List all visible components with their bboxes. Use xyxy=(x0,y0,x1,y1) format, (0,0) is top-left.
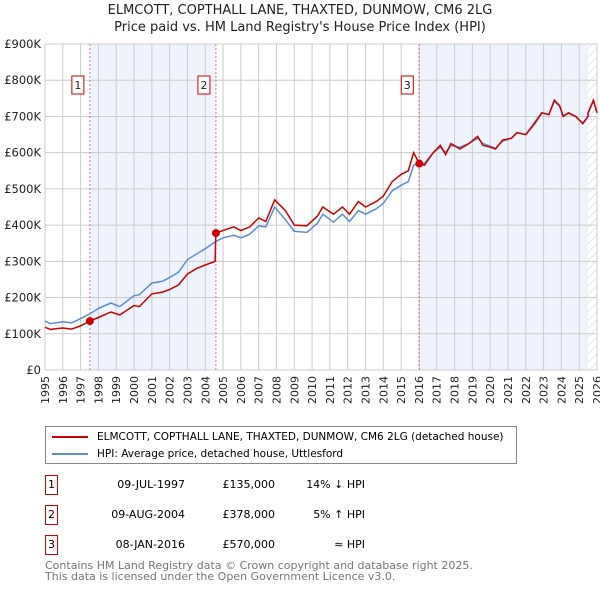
x-tick-label: 2025 xyxy=(573,376,586,404)
x-tick-label: 1999 xyxy=(110,376,123,404)
hpi-comparison: 14% ↓ HPI xyxy=(306,478,365,491)
sale-date: 09-JUL-1997 xyxy=(117,478,185,491)
legend-label: ELMCOTT, COPTHALL LANE, THAXTED, DUNMOW,… xyxy=(97,431,504,443)
hpi-comparison: 5% ↑ HPI xyxy=(313,508,365,521)
sale-marker-label: 3 xyxy=(404,79,411,92)
sale-point xyxy=(211,229,220,238)
x-tick-label: 2026 xyxy=(591,376,600,404)
x-tick-label: 1996 xyxy=(57,376,70,404)
legend-label: HPI: Average price, detached house, Uttl… xyxy=(97,448,344,460)
x-tick-label: 2017 xyxy=(431,376,444,404)
sale-date: 08-JAN-2016 xyxy=(115,538,185,551)
footer-copyright: Contains HM Land Registry data © Crown c… xyxy=(45,559,473,572)
y-tick-label: £200K xyxy=(4,291,41,305)
transaction-row: 2 09-AUG-2004 £378,000 5% ↑ HPI xyxy=(45,505,445,525)
blue-line-swatch xyxy=(52,453,88,455)
transaction-row: 3 08-JAN-2016 £570,000 ≈ HPI xyxy=(45,535,445,555)
chart-title: ELMCOTT, COPTHALL LANE, THAXTED, DUNMOW,… xyxy=(107,3,493,18)
sale-price: £570,000 xyxy=(222,538,276,551)
transaction-row: 1 09-JUL-1997 £135,000 14% ↓ HPI xyxy=(45,475,445,495)
red-line-swatch xyxy=(52,436,88,438)
x-tick-label: 2024 xyxy=(555,376,568,404)
sale-price: £378,000 xyxy=(222,508,276,521)
x-tick-label: 1997 xyxy=(75,376,88,404)
footer-licence: This data is licensed under the Open Gov… xyxy=(45,570,396,583)
x-tick-label: 2023 xyxy=(538,376,551,404)
shaded-region xyxy=(419,44,589,370)
y-tick-label: £900K xyxy=(4,37,41,51)
x-tick-label: 1995 xyxy=(39,376,52,404)
x-tick-label: 2003 xyxy=(181,376,194,404)
sale-marker-box xyxy=(400,75,414,95)
x-tick-label: 2015 xyxy=(395,376,408,404)
x-tick-label: 2002 xyxy=(164,376,177,404)
sale-marker-box xyxy=(197,75,211,95)
x-tick-label: 2016 xyxy=(413,376,426,404)
marker-badge: 3 xyxy=(45,535,58,555)
legend-item-property: ELMCOTT, COPTHALL LANE, THAXTED, DUNMOW,… xyxy=(52,431,504,443)
x-tick-label: 2022 xyxy=(520,376,533,404)
x-tick-label: 2004 xyxy=(199,376,212,404)
sale-date: 09-AUG-2004 xyxy=(111,508,185,521)
x-tick-label: 2020 xyxy=(484,376,497,404)
x-tick-label: 2013 xyxy=(360,376,373,404)
y-tick-label: £700K xyxy=(4,109,41,123)
chart-subtitle: Price paid vs. HM Land Registry's House … xyxy=(114,20,486,35)
x-tick-label: 2014 xyxy=(377,376,390,404)
x-tick-label: 2018 xyxy=(449,376,462,404)
x-tick-label: 2000 xyxy=(128,376,141,404)
forecast-hatch xyxy=(588,44,597,370)
shaded-region xyxy=(89,44,216,370)
y-tick-label: £600K xyxy=(4,146,41,160)
x-tick-label: 2007 xyxy=(253,376,266,404)
x-tick-label: 2009 xyxy=(288,376,301,404)
sale-point xyxy=(85,317,94,326)
x-tick-label: 2001 xyxy=(146,376,159,404)
x-tick-label: 2010 xyxy=(306,376,319,404)
legend: ELMCOTT, COPTHALL LANE, THAXTED, DUNMOW,… xyxy=(45,426,517,464)
x-tick-label: 1998 xyxy=(92,376,105,404)
sale-marker-label: 1 xyxy=(74,79,81,92)
x-tick-label: 2012 xyxy=(342,376,355,404)
price-chart: 1995 1996 1997 1998 1999 2000 2001 2002 2003 2004… xyxy=(4,37,600,404)
y-tick-label: £0 xyxy=(26,363,41,377)
y-tick-label: £100K xyxy=(4,327,41,341)
x-tick-label: 2008 xyxy=(270,376,283,404)
y-tick-label: £400K xyxy=(4,218,41,232)
hpi-comparison: ≈ HPI xyxy=(334,538,365,551)
footer: Contains HM Land Registry data © Crown c… xyxy=(45,560,473,582)
marker-badge: 2 xyxy=(45,505,58,525)
marker-badge: 1 xyxy=(45,475,58,495)
sale-marker-box xyxy=(71,75,85,95)
sale-marker-label: 2 xyxy=(200,79,207,92)
sale-price: £135,000 xyxy=(222,478,276,491)
sale-point xyxy=(415,159,424,168)
x-tick-label: 2019 xyxy=(466,376,479,404)
x-tick-label: 2011 xyxy=(324,376,337,404)
property-price-line xyxy=(44,97,598,331)
x-tick-label: 2005 xyxy=(217,376,230,404)
y-tick-label: £300K xyxy=(4,254,41,268)
legend-item-hpi: HPI: Average price, detached house, Uttl… xyxy=(52,448,343,460)
x-tick-label: 2021 xyxy=(502,376,515,404)
y-tick-label: £800K xyxy=(4,73,41,87)
y-tick-label: £500K xyxy=(4,182,41,196)
x-tick-label: 2006 xyxy=(235,376,248,404)
